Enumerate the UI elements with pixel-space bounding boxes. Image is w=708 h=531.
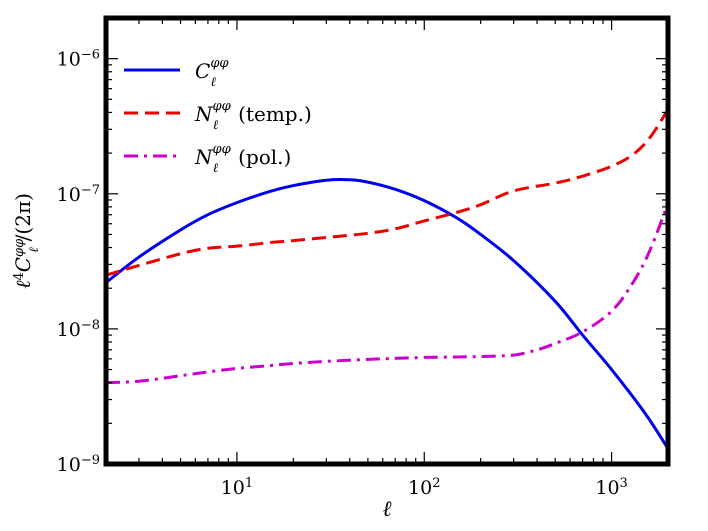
y-axis-label-denominator: /(2π) xyxy=(11,193,35,241)
legend-label-2: Nφφ ℓ (pol.) xyxy=(194,142,291,176)
y-tick-label-3: 10−6 xyxy=(57,47,100,71)
legend-label-0: Cφφ ℓ xyxy=(195,56,229,90)
series-line-0 xyxy=(105,178,670,450)
svg-text:ℓ4Cφφℓ/(2π): ℓ4Cφφℓ/(2π) xyxy=(11,193,42,289)
y-axis-label-sub-ell: ℓ xyxy=(27,247,42,253)
y-tick-label-0: 10−9 xyxy=(57,453,100,477)
legend: Cφφ ℓ Nφφ ℓ (temp.) Nφφ ℓ (pol.) xyxy=(124,56,312,176)
x-axis-label: ℓ xyxy=(382,497,392,522)
series-line-2 xyxy=(105,202,670,385)
series-layer xyxy=(105,108,670,450)
x-tick-label-1: 102 xyxy=(408,476,440,500)
x-tick-label-2: 103 xyxy=(595,476,627,500)
y-tick-label-2: 10−7 xyxy=(57,182,100,206)
series-line-1 xyxy=(105,108,670,277)
y-axis-label-phiphi: φφ xyxy=(12,238,27,257)
x-tick-label-0: 101 xyxy=(221,476,253,500)
y-axis-label: ℓ4Cφφℓ/(2π) xyxy=(11,193,42,289)
legend-label-1: Nφφ ℓ (temp.) xyxy=(194,99,312,133)
y-axis-label-power: 4 xyxy=(12,272,27,280)
y-axis-label-ell: ℓ xyxy=(11,280,35,289)
plot-frame xyxy=(103,15,671,467)
y-tick-label-1: 10−8 xyxy=(57,317,100,341)
y-axis-label-c: C xyxy=(11,257,35,272)
